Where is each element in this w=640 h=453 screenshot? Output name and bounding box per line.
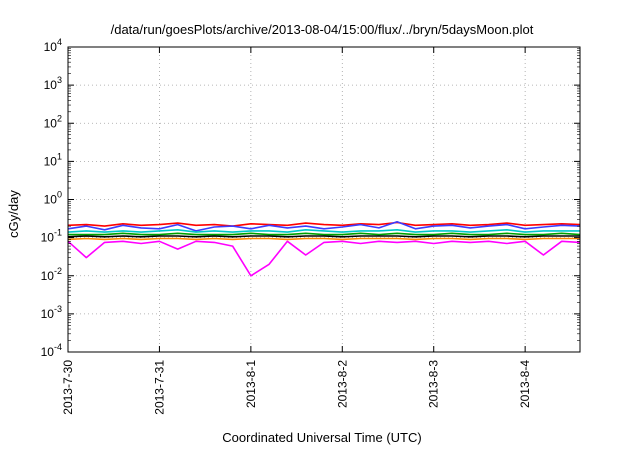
- series-line: [67, 221, 581, 232]
- series-line: [67, 237, 580, 241]
- series-line: [68, 232, 581, 236]
- x-tick-label: 2013-7-31: [152, 360, 166, 415]
- series-line: [67, 240, 581, 277]
- x-tick-label: 2013-8-4: [518, 360, 532, 408]
- series-group: [67, 221, 581, 277]
- y-axis-label: cGy/day: [6, 190, 21, 238]
- x-tick-label: 2013-8-2: [335, 360, 349, 408]
- x-tick-label: 2013-8-1: [244, 360, 258, 408]
- series-line: [67, 235, 580, 238]
- series-line: [67, 221, 581, 227]
- chart-title: /data/run/goesPlots/archive/2013-08-04/1…: [111, 22, 534, 37]
- x-tick-label: 2013-8-3: [427, 360, 441, 408]
- series-line: [67, 229, 580, 233]
- x-tick-label: 2013-7-30: [61, 360, 75, 415]
- grid: [68, 47, 580, 352]
- x-axis-label: Coordinated Universal Time (UTC): [222, 430, 421, 445]
